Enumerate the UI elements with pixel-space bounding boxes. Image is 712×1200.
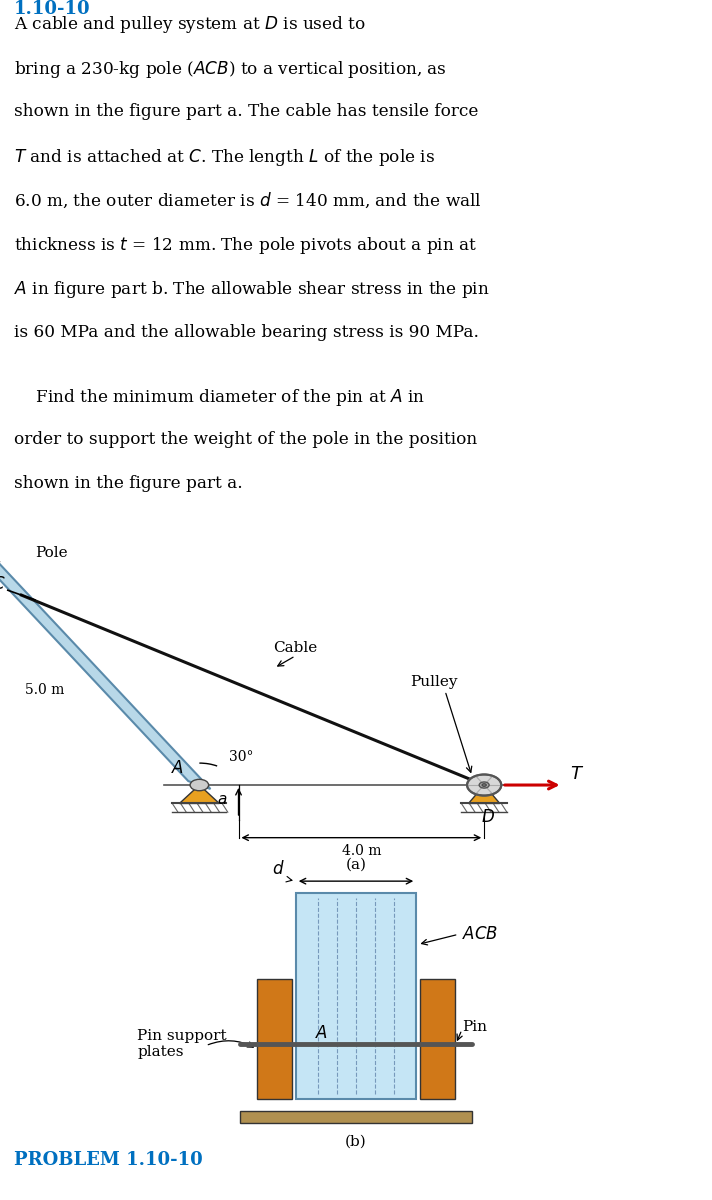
- Text: $d$: $d$: [271, 859, 284, 877]
- Text: $T$ and is attached at $C$. The length $L$ of the pole is: $T$ and is attached at $C$. The length $…: [14, 146, 435, 168]
- Circle shape: [479, 782, 489, 788]
- Bar: [419, 979, 455, 1099]
- Circle shape: [467, 774, 501, 796]
- Text: (b): (b): [345, 1135, 367, 1148]
- Text: $ACB$: $ACB$: [462, 925, 498, 943]
- Text: Pin: Pin: [462, 1020, 487, 1034]
- Bar: [296, 893, 416, 1099]
- Bar: [257, 979, 293, 1099]
- Text: Cable: Cable: [273, 641, 318, 655]
- Text: PROBLEM 1.10-10: PROBLEM 1.10-10: [14, 1151, 203, 1169]
- Text: $T$: $T$: [570, 764, 584, 782]
- Text: is 60 MPa and the allowable bearing stress is 90 MPa.: is 60 MPa and the allowable bearing stre…: [14, 324, 479, 341]
- Text: Pole: Pole: [36, 546, 68, 559]
- Text: $A$: $A$: [171, 760, 184, 778]
- Text: shown in the figure part a. The cable has tensile force: shown in the figure part a. The cable ha…: [14, 103, 478, 120]
- Text: (a): (a): [345, 858, 367, 871]
- Text: $A$: $A$: [315, 1025, 328, 1043]
- Text: $C$: $C$: [0, 576, 6, 593]
- Polygon shape: [468, 785, 500, 804]
- Text: A cable and pulley system at $D$ is used to: A cable and pulley system at $D$ is used…: [14, 14, 366, 35]
- Text: 4.0 m: 4.0 m: [342, 845, 381, 858]
- Text: Find the minimum diameter of the pin at $A$ in: Find the minimum diameter of the pin at …: [14, 386, 425, 408]
- Circle shape: [190, 779, 209, 791]
- Bar: [240, 1111, 472, 1123]
- Text: $a$: $a$: [217, 793, 228, 808]
- Text: order to support the weight of the pole in the position: order to support the weight of the pole …: [14, 431, 478, 448]
- Polygon shape: [0, 553, 211, 788]
- Text: 30°: 30°: [229, 750, 253, 763]
- Text: $A$ in figure part b. The allowable shear stress in the pin: $A$ in figure part b. The allowable shea…: [14, 280, 490, 300]
- Text: 1.10-10: 1.10-10: [14, 0, 91, 18]
- Text: shown in the figure part a.: shown in the figure part a.: [14, 475, 243, 492]
- Text: thickness is $t$ = 12 mm. The pole pivots about a pin at: thickness is $t$ = 12 mm. The pole pivot…: [14, 235, 478, 257]
- Circle shape: [482, 784, 486, 786]
- Text: 6.0 m, the outer diameter is $d$ = 140 mm, and the wall: 6.0 m, the outer diameter is $d$ = 140 m…: [14, 191, 482, 210]
- Polygon shape: [179, 785, 219, 804]
- Text: 5.0 m: 5.0 m: [25, 683, 64, 697]
- Text: bring a 230-kg pole ($ACB$) to a vertical position, as: bring a 230-kg pole ($ACB$) to a vertica…: [14, 59, 447, 79]
- Text: Pulley: Pulley: [411, 674, 458, 689]
- Text: $D$: $D$: [481, 809, 495, 826]
- Text: Pin support
plates: Pin support plates: [137, 1028, 227, 1060]
